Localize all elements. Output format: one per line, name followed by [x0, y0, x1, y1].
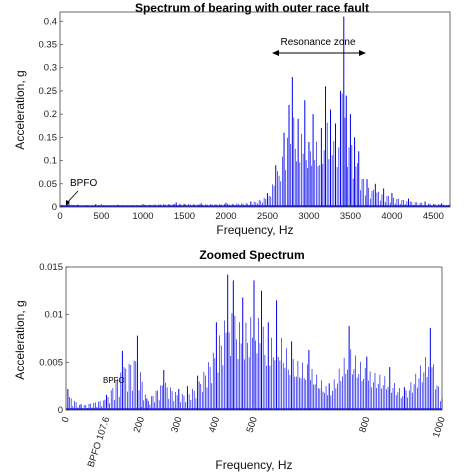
- plot-frame: [59, 11, 451, 208]
- x-tick-label: 3500: [340, 211, 361, 222]
- y-tick-label: 0.3: [44, 63, 57, 74]
- x-tick-label: 400: [207, 416, 222, 434]
- y-tick-label: 0.05: [39, 179, 58, 190]
- x-tick-label: 1500: [174, 211, 195, 222]
- x-tick-label: 500: [244, 416, 259, 434]
- chart-title: Spectrum of bearing with outer race faul…: [135, 1, 369, 15]
- y-tick-label: 0: [58, 405, 63, 416]
- resonance-arrow-right: [359, 50, 366, 56]
- bpfo-arrow-head: [66, 200, 70, 206]
- y-tick-label: 0.1: [44, 156, 57, 167]
- y-tick-label: 0.4: [44, 16, 57, 27]
- x-axis-ticks: 0 500 1000 1500 2000 2500 3000 3500 4000 4500: [57, 204, 444, 222]
- y-tick-label: 0.2: [44, 109, 57, 120]
- y-tick-label: 0: [52, 202, 57, 213]
- x-tick-label: 4500: [423, 211, 444, 222]
- y-axis-label: Acceleration, g: [13, 300, 27, 379]
- x-tick-label: 1000: [431, 416, 448, 440]
- y-tick-label: 0.01: [45, 310, 64, 321]
- x-axis-label: Frequency, Hz: [215, 458, 292, 472]
- bpfo-annotation: BPFO: [103, 376, 125, 385]
- spectrum-chart: Spectrum of bearing with outer race faul…: [13, 1, 451, 237]
- x-tick-label: BPFO 107.6: [86, 416, 113, 469]
- plot-area: [59, 16, 451, 207]
- x-tick-label: 1000: [132, 211, 153, 222]
- zoomed-spectrum-chart: Zoomed Spectrum 0 BPFO 107.6 200 300 400 500 8…: [13, 248, 448, 472]
- y-axis-ticks: 0 0.05 0.1 0.15 0.2 0.25 0.3 0.35 0.4: [39, 16, 63, 213]
- x-tick-label: 0: [60, 416, 72, 424]
- resonance-arrow-left: [272, 50, 279, 56]
- y-axis-label: Acceleration, g: [13, 70, 27, 149]
- y-tick-label: 0.005: [39, 357, 63, 368]
- x-tick-label: 200: [132, 416, 147, 434]
- chart-title: Zoomed Spectrum: [199, 248, 304, 262]
- x-tick-label: 0: [57, 211, 62, 222]
- bpfo-annotation: BPFO: [70, 178, 97, 189]
- x-tick-label: 500: [94, 211, 110, 222]
- x-axis-label: Frequency, Hz: [216, 223, 293, 237]
- y-tick-label: 0.25: [39, 86, 58, 97]
- plot-area: [66, 274, 443, 410]
- resonance-zone-label: Resonance zone: [280, 37, 355, 48]
- y-tick-label: 0.015: [39, 262, 63, 273]
- x-tick-label: 300: [169, 416, 184, 434]
- y-tick-label: 0.35: [39, 40, 58, 51]
- x-tick-label: 2000: [215, 211, 236, 222]
- x-tick-label: 4000: [381, 211, 402, 222]
- x-tick-label: 3000: [298, 211, 319, 222]
- x-tick-label: 800: [357, 416, 372, 434]
- y-axis-ticks: 0 0.005 0.01 0.015: [39, 262, 69, 416]
- y-tick-label: 0.15: [39, 132, 58, 143]
- x-tick-label: 2500: [257, 211, 278, 222]
